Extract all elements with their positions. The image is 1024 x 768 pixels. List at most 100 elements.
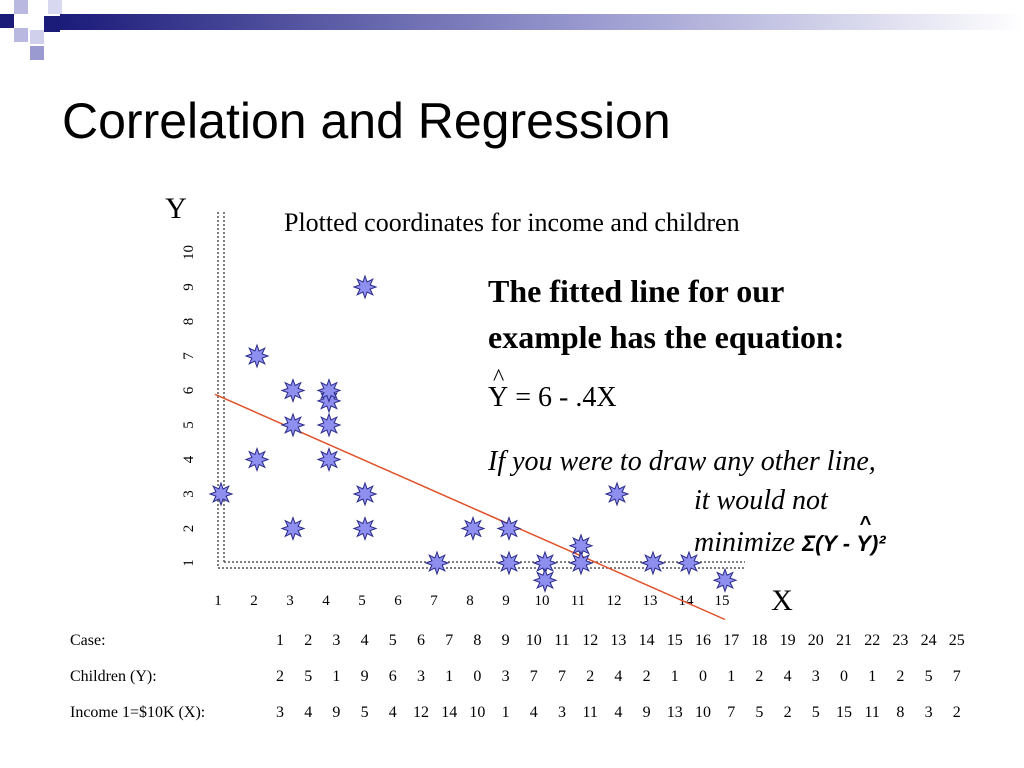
fitted-line-heading: The fitted line for our example has the … <box>488 268 844 360</box>
table-cell-children: 5 <box>924 668 933 685</box>
y-tick-label: 6 <box>181 386 197 394</box>
table-cell-income: 3 <box>558 704 566 721</box>
table-cell-case: 22 <box>864 632 881 649</box>
table-cell-case: 4 <box>360 632 369 649</box>
table-cell-income: 4 <box>388 704 397 721</box>
scatter-point <box>208 481 234 507</box>
table-cell-children: 1 <box>727 668 736 685</box>
x-tick-label: 9 <box>502 593 510 609</box>
table-cell-income: 9 <box>642 704 651 721</box>
table-cell-income: 3 <box>276 704 284 721</box>
x-tick-label: 2 <box>250 593 258 609</box>
table-cell-children: 1 <box>868 668 877 685</box>
y-tick-label: 4 <box>181 455 197 463</box>
scatter-point <box>496 516 522 541</box>
table-cell-children: 2 <box>642 668 651 685</box>
scatter-point <box>316 447 342 472</box>
x-tick-label: 3 <box>286 593 294 609</box>
table-cell-income: 15 <box>836 704 852 721</box>
scatter-point <box>460 516 486 541</box>
table-cell-income: 5 <box>755 704 764 721</box>
scatter-point <box>532 567 558 593</box>
y-tick-label: 3 <box>181 490 197 498</box>
table-cell-case: 17 <box>723 632 740 649</box>
table-cell-income: 12 <box>413 704 429 721</box>
table-cell-case: 16 <box>695 632 711 649</box>
table-cell-children: 3 <box>417 668 425 685</box>
data-points <box>208 274 738 593</box>
table-cell-case: 25 <box>948 632 965 649</box>
table-cell-case: 21 <box>836 632 852 649</box>
table-cell-income: 5 <box>360 704 369 721</box>
table-cell-case: 2 <box>304 632 313 649</box>
scatter-point <box>424 550 450 576</box>
note-minimize: minimize <box>694 527 803 558</box>
table-cell-children: 9 <box>360 668 369 685</box>
table-cell-children: 0 <box>473 668 482 685</box>
table-cell-children: 2 <box>896 668 905 685</box>
scatter-point <box>496 550 522 576</box>
scatter-point <box>244 343 270 369</box>
table-cell-case: 7 <box>445 632 454 649</box>
x-tick-label: 12 <box>607 593 622 609</box>
table-cell-children: 7 <box>529 668 538 685</box>
sigma-close: )² <box>870 531 886 556</box>
table-cell-income: 5 <box>811 704 820 721</box>
header-decoration <box>0 0 1024 60</box>
table-cell-case: 18 <box>751 632 768 649</box>
table-cell-income: 4 <box>304 704 313 721</box>
table-cell-children: 3 <box>811 668 820 685</box>
table-cell-children: 3 <box>501 668 510 685</box>
table-cell-case: 6 <box>417 632 425 649</box>
scatter-point <box>280 378 306 403</box>
fitted-line-text-2: example has the equation: <box>488 319 845 355</box>
table-cell-case: 8 <box>473 632 482 649</box>
scatter-point <box>676 550 702 576</box>
equation-rest: = 6 - .4X <box>508 382 617 413</box>
scatter-point <box>316 378 342 403</box>
x-tick-label: 13 <box>643 593 658 609</box>
scatter-point <box>280 516 306 541</box>
table-cell-children: 7 <box>558 668 566 685</box>
table-income-label: Income 1=$10K (X): <box>70 704 206 721</box>
table-cell-children: 1 <box>332 668 341 685</box>
table-cell-case: 15 <box>666 632 683 649</box>
y-hat-symbol: Y <box>488 365 508 414</box>
sigma-open: Σ(Y - <box>802 531 857 556</box>
fitted-line-text-1: The fitted line for our <box>488 273 785 309</box>
table-cell-income: 3 <box>924 704 933 721</box>
table-cell-children: 2 <box>586 668 595 685</box>
table-cell-case: 1 <box>276 632 284 649</box>
table-cell-children: 4 <box>614 668 623 685</box>
x-tick-label: 8 <box>466 593 474 609</box>
table-cell-children: 7 <box>952 668 961 685</box>
scatter-point <box>352 274 378 300</box>
x-tick-label: 1 <box>214 593 222 609</box>
table-cell-case: 14 <box>638 632 655 649</box>
scatter-point <box>604 481 630 507</box>
x-tick-label: 6 <box>394 593 402 609</box>
scatter-point <box>316 412 342 438</box>
note-line-1: If you were to draw any other line, <box>488 446 876 477</box>
table-cell-children: 4 <box>783 668 792 685</box>
table-cell-case: 24 <box>920 632 937 649</box>
table-cell-children: 5 <box>304 668 313 685</box>
chart-caption: Plotted coordinates for income and child… <box>284 208 740 237</box>
table-cell-children: 0 <box>840 668 848 685</box>
table-cell-case: 11 <box>554 632 570 649</box>
sigma-y-hat: Y <box>856 513 871 557</box>
table-cell-case: 12 <box>582 632 599 649</box>
table-cell-income: 7 <box>727 704 736 721</box>
regression-equation: Y = 6 - .4X <box>488 365 617 414</box>
scatter-point <box>352 516 378 541</box>
table-cell-children: 2 <box>755 668 764 685</box>
y-tick-label: 1 <box>181 559 197 567</box>
table-cell-children: 1 <box>670 668 679 685</box>
scatter-point <box>352 481 378 507</box>
y-tick-label: 7 <box>181 352 197 360</box>
note-line-2: it would not <box>694 485 828 516</box>
x-tick-label: 15 <box>715 593 730 609</box>
y-tick-label: 5 <box>181 421 197 429</box>
